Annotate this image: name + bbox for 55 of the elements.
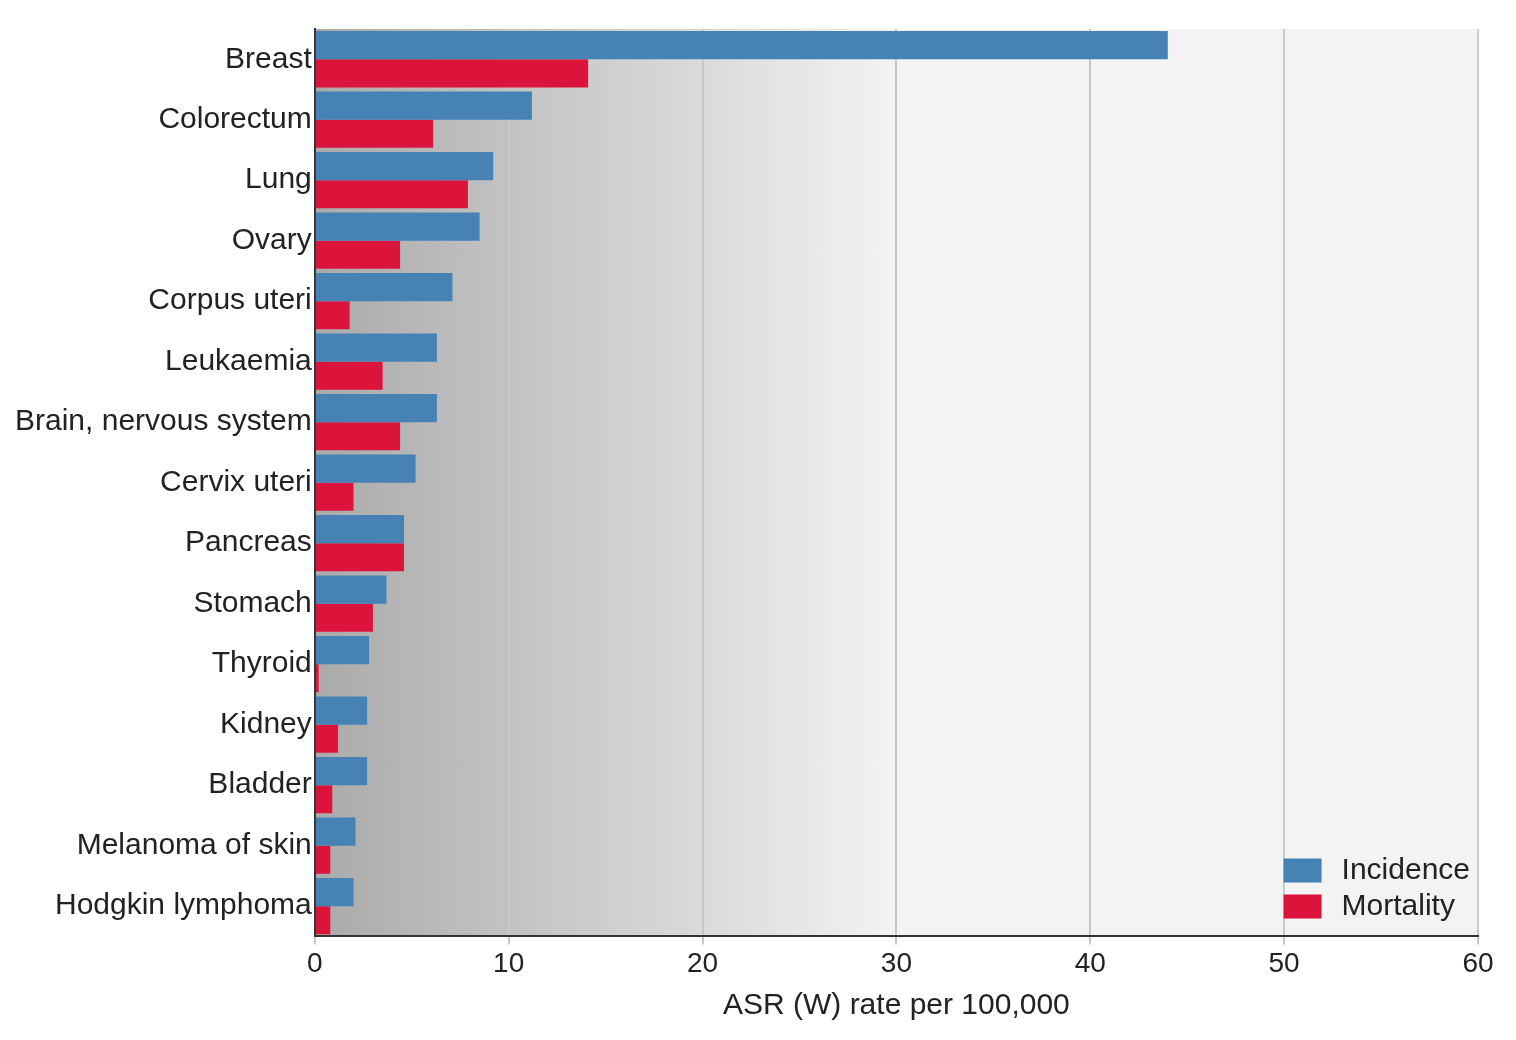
- bar: [315, 273, 453, 302]
- bar: [315, 785, 333, 814]
- bar: [315, 394, 437, 423]
- y-tick-label: Colorectum: [158, 101, 312, 135]
- bar: [315, 636, 370, 665]
- y-tick-label: Pancreas: [185, 524, 312, 558]
- bar: [315, 515, 404, 544]
- bar: [315, 91, 532, 120]
- bar: [315, 454, 416, 483]
- bar: [315, 422, 401, 451]
- bar: [315, 664, 319, 693]
- x-tick-label: 50: [1268, 946, 1300, 978]
- x-tick-label: 40: [1074, 946, 1106, 978]
- y-tick-label: Breast: [225, 40, 313, 74]
- bar: [315, 817, 356, 846]
- bar: [315, 757, 368, 786]
- y-tick-label: Melanoma of skin: [76, 826, 312, 860]
- bar: [315, 575, 387, 604]
- y-tick-label: Thyroid: [211, 645, 312, 679]
- bar: [315, 482, 354, 511]
- bar: [315, 212, 480, 241]
- bar: [315, 240, 401, 269]
- x-tick-label: 30: [880, 946, 912, 978]
- bar: [315, 119, 434, 148]
- x-tick-label: 20: [686, 946, 719, 978]
- bar: [315, 724, 339, 753]
- bar: [315, 301, 350, 330]
- bar: [315, 152, 494, 181]
- y-tick-label: Corpus uteri: [148, 282, 312, 316]
- y-tick-label: Stomach: [193, 584, 312, 618]
- bar: [315, 31, 1168, 60]
- bar: [315, 59, 589, 88]
- y-tick-label: Leukaemia: [165, 342, 313, 376]
- y-tick-label: Bladder: [208, 766, 312, 800]
- bar: [315, 333, 437, 362]
- bar: [315, 696, 368, 725]
- bar: [315, 603, 373, 632]
- bar: [315, 543, 404, 572]
- y-tick-label: Cervix uteri: [160, 463, 312, 497]
- x-tick-label: 0: [306, 946, 323, 978]
- x-axis-title: ASR (W) rate per 100,000: [722, 987, 1070, 1021]
- y-tick-label: Hodgkin lymphoma: [54, 887, 313, 921]
- y-tick-label: Brain, nervous system: [15, 403, 312, 437]
- bar: [315, 845, 331, 874]
- legend-label: Mortality: [1341, 887, 1455, 921]
- x-tick-label: 60: [1462, 946, 1494, 978]
- bar: [315, 906, 331, 935]
- x-tick-label: 10: [493, 946, 525, 978]
- bar: [315, 180, 468, 209]
- bar: [315, 361, 383, 390]
- y-tick-label: Kidney: [220, 705, 312, 739]
- y-tick-label: Ovary: [231, 221, 312, 255]
- y-tick-label: Lung: [245, 161, 312, 195]
- bar: [315, 878, 354, 907]
- legend-label: Incidence: [1341, 851, 1471, 885]
